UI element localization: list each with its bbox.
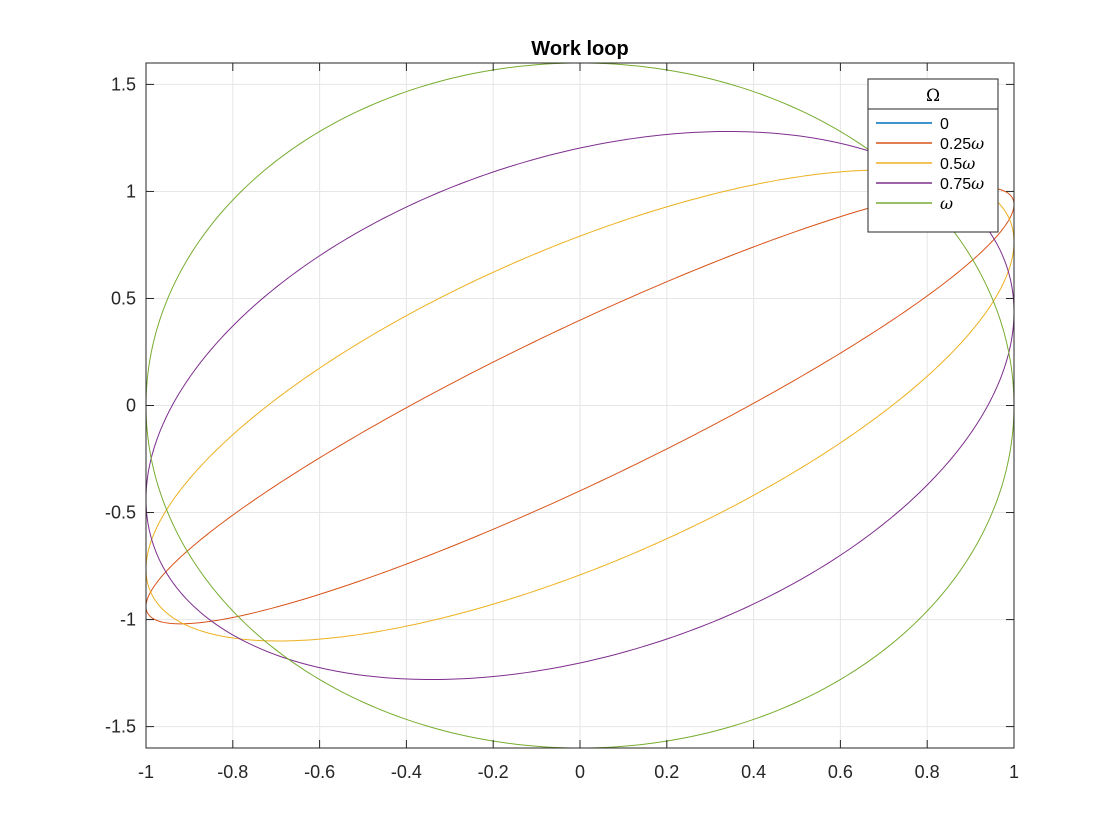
legend-title: Ω <box>926 86 940 106</box>
x-tick-label: -0.8 <box>217 762 248 782</box>
y-tick-label: -1.5 <box>105 717 136 737</box>
legend-label-1: 0.25ω <box>940 134 984 153</box>
x-tick-label: 1 <box>1009 762 1019 782</box>
legend-label-2: 0.5ω <box>940 154 975 173</box>
x-tick-label: -1 <box>138 762 154 782</box>
x-tick-label: -0.2 <box>478 762 509 782</box>
x-tick-label: 0.6 <box>828 762 853 782</box>
x-tick-label: -0.6 <box>304 762 335 782</box>
legend-label-4: ω <box>940 194 953 213</box>
chart-title: Work loop <box>531 38 628 60</box>
y-tick-label: 0 <box>126 396 136 416</box>
x-tick-label: 0.4 <box>741 762 766 782</box>
y-tick-label: 1 <box>126 181 136 201</box>
legend-label-0: 0 <box>940 116 949 133</box>
axis-ticks: -1 -0.8 -0.6 -0.4 -0.2 0 0.2 0.4 0.6 0.8 1 -1.5 -1 -0… <box>105 63 1019 782</box>
x-tick-label: -0.4 <box>391 762 422 782</box>
x-tick-label: 0.8 <box>915 762 940 782</box>
legend-label-3: 0.75ω <box>940 174 984 193</box>
legend-box <box>867 78 999 233</box>
x-tick-label: 0 <box>575 762 585 782</box>
y-tick-label: 1.5 <box>111 74 136 94</box>
x-tick-label: 0.2 <box>654 762 679 782</box>
y-tick-label: 0.5 <box>111 288 136 308</box>
y-tick-label: -1 <box>120 610 136 630</box>
y-tick-label: -0.5 <box>105 503 136 523</box>
